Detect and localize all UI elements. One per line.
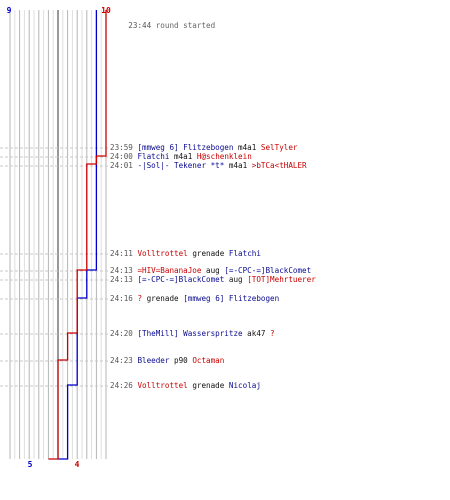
event-victim: [=-CPC-=]BlackComet [224, 266, 312, 275]
event-row: 24:00 Flatchi m4a1 H@schenklein [110, 152, 252, 161]
event-killer: Flatchi [137, 152, 170, 161]
header-time: 23:44 [128, 21, 152, 30]
blue-end-score: 5 [28, 460, 33, 469]
event-time: 23:59 [110, 143, 133, 152]
event-weapon: grenade [146, 294, 179, 303]
event-killer: [mmweg 6] Flitzebogen [137, 143, 234, 152]
event-killer: [=-CPC-=]BlackComet [137, 275, 225, 284]
event-time: 24:01 [110, 161, 133, 170]
red-start-score: 10 [101, 6, 111, 15]
event-killer: Volltrottel [137, 381, 188, 390]
event-weapon: m4a1 [228, 161, 248, 170]
event-killer: Bleeder [137, 356, 170, 365]
event-time: 24:26 [110, 381, 133, 390]
event-time: 24:00 [110, 152, 133, 161]
event-time: 24:20 [110, 329, 133, 338]
event-row: 24:13 [=-CPC-=]BlackComet aug [TOT]Mehrt… [110, 275, 316, 284]
event-victim: Nicolaj [228, 381, 261, 390]
event-weapon: aug [228, 275, 243, 284]
event-weapon: p90 [174, 356, 188, 365]
event-weapon: aug [206, 266, 220, 275]
event-row: 24:23 Bleeder p90 Octaman [110, 356, 224, 365]
red-end-score: 4 [75, 460, 80, 469]
header-text: round started [155, 21, 216, 30]
event-killer: =HIV=BananaJoe [137, 266, 202, 275]
event-victim: Octaman [192, 356, 225, 365]
event-victim: H@schenklein [196, 152, 252, 161]
event-killer: ? [137, 294, 143, 303]
event-weapon: grenade [192, 249, 225, 258]
event-row: 24:16 ? grenade [mmweg 6] Flitzebogen [110, 294, 279, 303]
event-row: 23:59 [mmweg 6] Flitzebogen m4a1 SelTyle… [110, 143, 297, 152]
event-time: 24:13 [110, 275, 133, 284]
event-row: 24:01 -|Sol|- Tekener *t* m4a1 >bTCa<tHA… [110, 161, 307, 170]
event-victim: [TOT]Mehrtuerer [247, 275, 316, 284]
event-time: 24:16 [110, 294, 133, 303]
event-killer: [TheMill] Wasserspritze [137, 329, 243, 338]
event-row: 24:26 Volltrottel grenade Nicolaj [110, 381, 261, 390]
event-time: 24:23 [110, 356, 133, 365]
event-row: 24:11 Volltrottel grenade Flatchi [110, 249, 261, 258]
event-victim: >bTCa<tHALER [251, 161, 307, 170]
event-time: 24:11 [110, 249, 133, 258]
event-weapon: m4a1 [238, 143, 257, 152]
event-killer: Volltrottel [137, 249, 188, 258]
event-row: 24:20 [TheMill] Wasserspritze ak47 ? [110, 329, 275, 338]
event-victim: [mmweg 6] Flitzebogen [183, 294, 280, 303]
blue-team-line [58, 10, 98, 460]
blue-start-score: 9 [7, 6, 12, 15]
event-time: 24:13 [110, 266, 133, 275]
event-victim: SelTyler [260, 143, 298, 152]
header-line: 23:44 round started [110, 12, 215, 39]
event-victim: ? [270, 329, 275, 338]
event-weapon: grenade [192, 381, 225, 390]
red-team-line [48, 10, 107, 460]
event-victim: Flatchi [228, 249, 261, 258]
event-weapon: m4a1 [174, 152, 193, 161]
event-row: 24:13 =HIV=BananaJoe aug [=-CPC-=]BlackC… [110, 266, 311, 275]
event-weapon: ak47 [247, 329, 266, 338]
event-killer: -|Sol|- Tekener *t* [137, 161, 225, 170]
